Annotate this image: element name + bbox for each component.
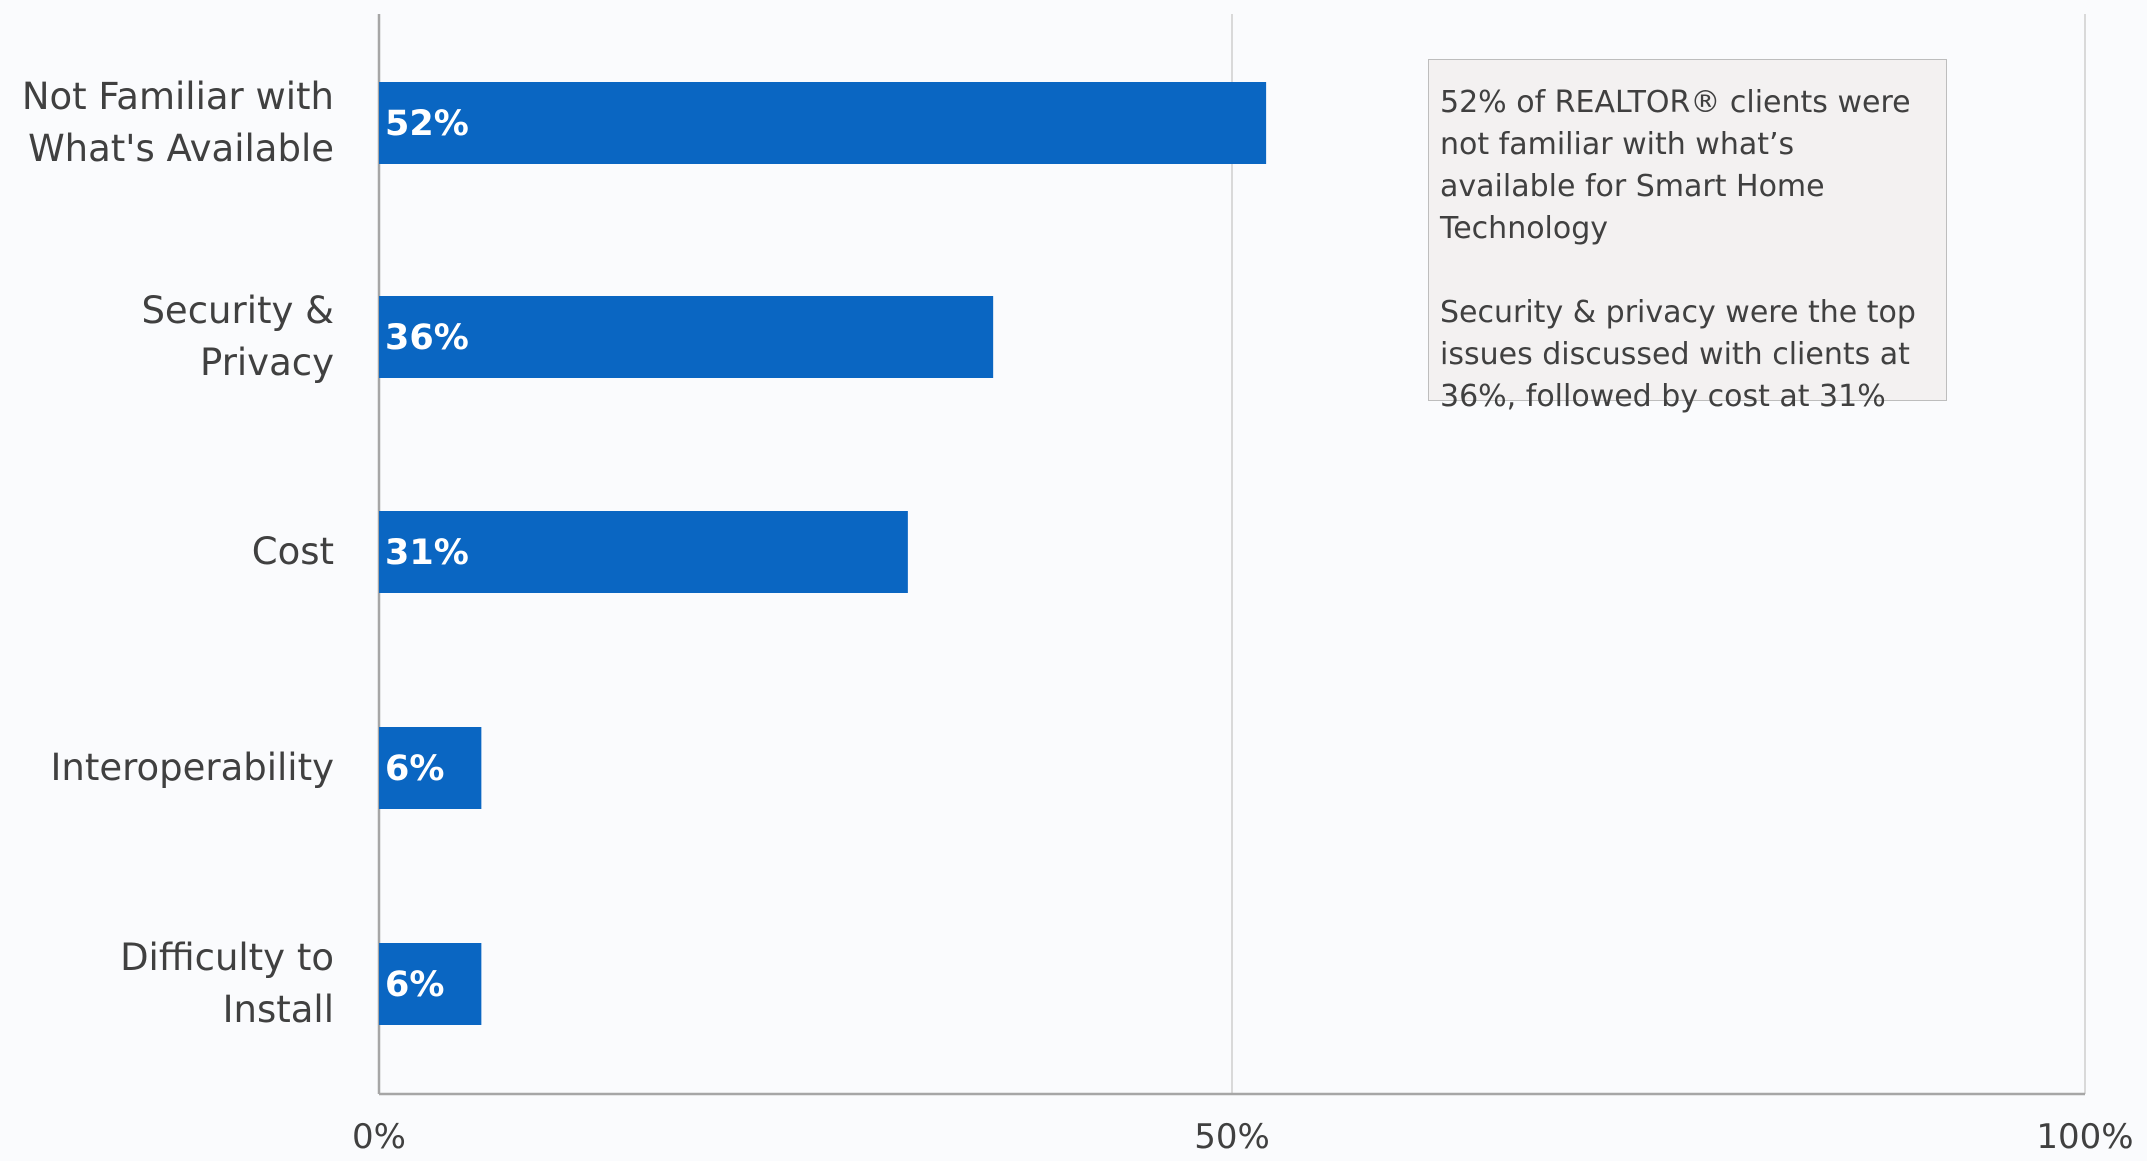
bar [379, 82, 1267, 164]
data-label: 31% [385, 533, 469, 573]
y-tick-label: Difficulty to Install [120, 936, 334, 1031]
annotation-box: 52% of REALTOR® clients were not familia… [1428, 59, 1947, 414]
y-tick-label: Interoperability [50, 746, 334, 789]
bar [379, 296, 994, 378]
data-label: 36% [385, 318, 469, 358]
annotation: 52% of REALTOR® clients were not familia… [1440, 85, 1911, 246]
y-tick-label: Cost [251, 530, 334, 573]
bar [379, 943, 482, 1025]
annotation: Security & privacy were the top issues d… [1440, 295, 1916, 414]
data-label: 6% [385, 965, 444, 1005]
bar [379, 727, 482, 809]
bar [379, 511, 908, 593]
y-tick-label: Security & Privacy [141, 289, 334, 384]
data-label: 52% [385, 104, 469, 144]
data-label: 6% [385, 749, 444, 789]
x-tick-label: 0% [352, 1117, 406, 1157]
y-tick-label: Not Familiar with What's Available [21, 75, 334, 170]
x-tick-label: 100% [2036, 1117, 2134, 1157]
x-tick-label: 50% [1194, 1117, 1270, 1157]
